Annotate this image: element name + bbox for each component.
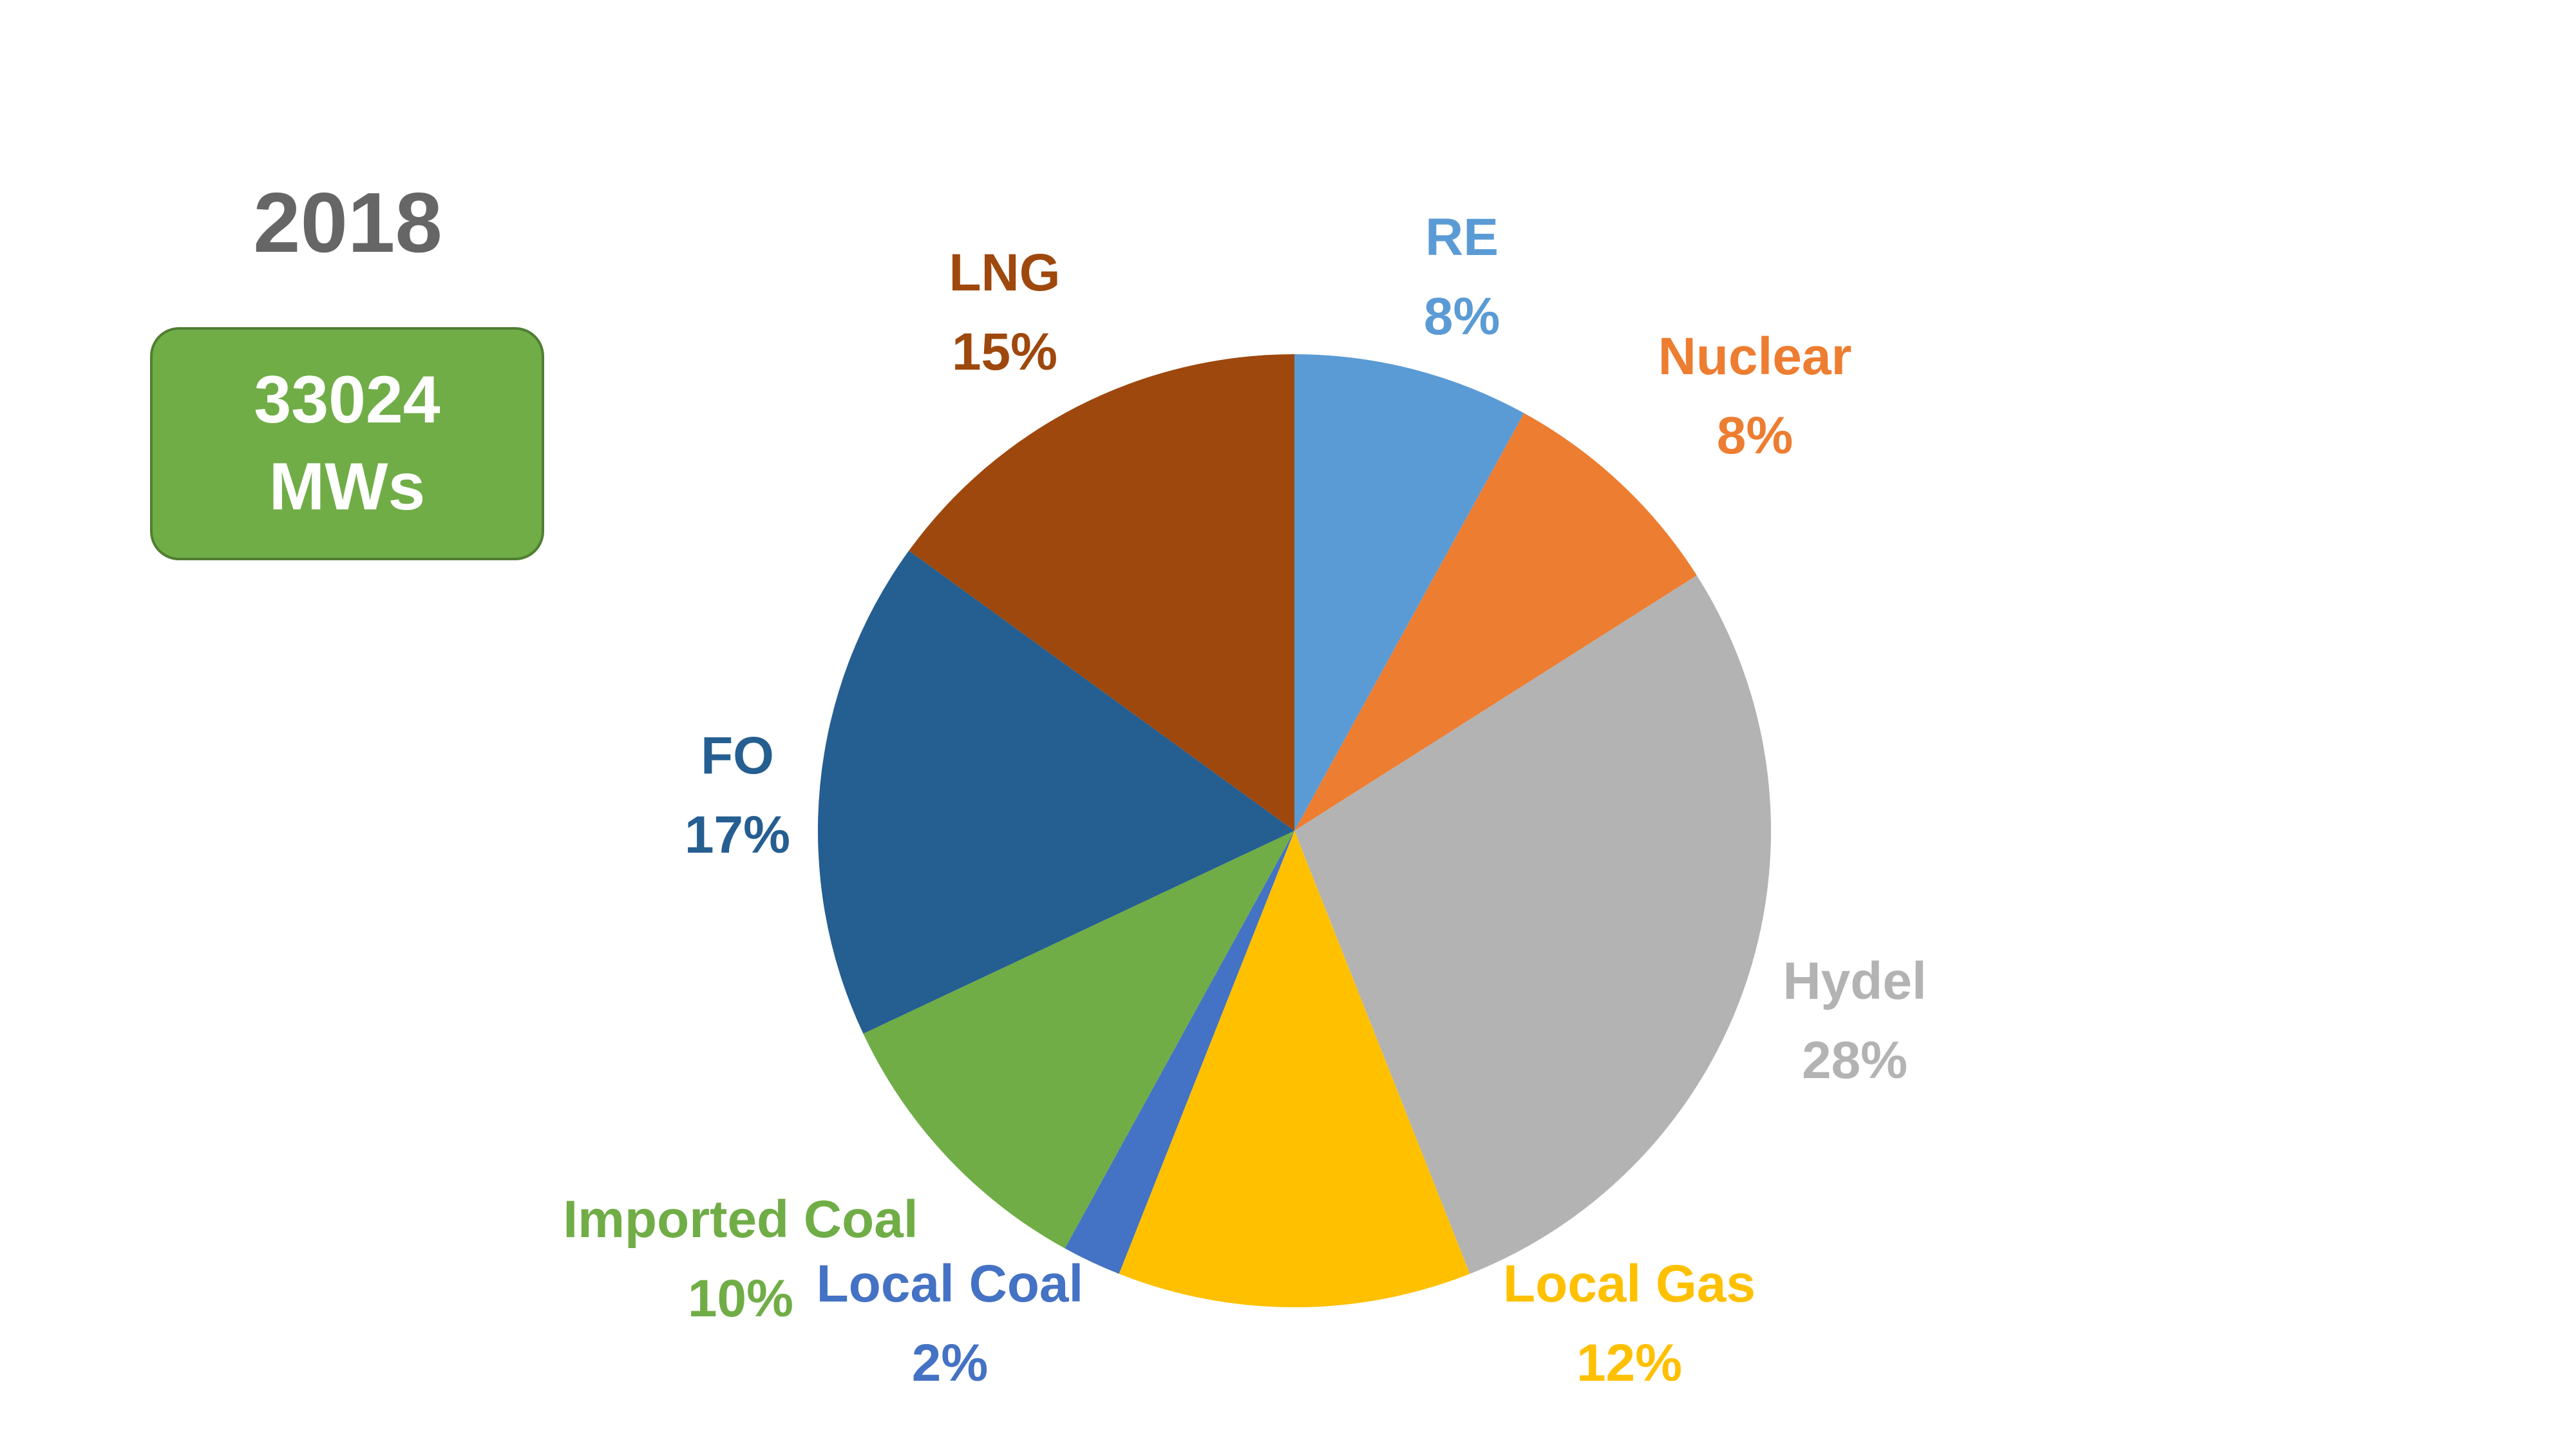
slice-label-fo: FO 17% — [506, 716, 969, 875]
total-capacity-unit: MWs — [269, 450, 426, 524]
slice-label-re: RE 8% — [1230, 198, 1694, 356]
slice-label-name: LNG — [949, 243, 1061, 302]
slice-label-local-gas: Local Gas 12% — [1397, 1244, 1861, 1403]
pie-slice-local-coal — [1065, 831, 1294, 1274]
slice-label-nuclear: Nuclear 8% — [1523, 317, 1987, 475]
slice-label-name: Local Gas — [1503, 1255, 1756, 1313]
slice-label-name: FO — [701, 726, 774, 785]
chart-year-title: 2018 — [253, 175, 442, 270]
slice-label-percent: 12% — [1576, 1334, 1683, 1392]
slice-label-percent: 8% — [1716, 406, 1794, 465]
slice-label-name: Local Coal — [816, 1255, 1084, 1313]
pie-slice-re — [1294, 354, 1524, 831]
slice-label-percent: 28% — [1801, 1031, 1908, 1090]
slice-label-name: Hydel — [1783, 952, 1927, 1010]
pie-slice-fo — [818, 551, 1294, 1034]
slice-label-percent: 10% — [687, 1269, 794, 1328]
slice-label-hydel: Hydel 28% — [1623, 942, 2087, 1100]
slice-label-imported-coal: Imported Coal 10% — [509, 1180, 972, 1338]
pie-slice-lng — [909, 354, 1294, 831]
total-capacity-value: 33024 — [254, 362, 440, 437]
slice-label-name: RE — [1425, 208, 1499, 267]
slice-label-local-coal: Local Coal 2% — [718, 1244, 1182, 1403]
pie-slices — [818, 354, 1771, 1307]
slice-label-percent: 2% — [911, 1334, 989, 1392]
slice-label-name: Imported Coal — [563, 1190, 918, 1249]
pie-slice-hydel — [1294, 575, 1771, 1274]
slice-label-percent: 8% — [1423, 287, 1501, 346]
slice-label-lng: LNG 15% — [773, 233, 1236, 392]
pie-slice-local-gas — [1119, 831, 1470, 1307]
pie-slice-nuclear — [1294, 413, 1697, 831]
slice-label-percent: 17% — [684, 806, 791, 864]
slice-label-name: Nuclear — [1658, 327, 1852, 386]
pie-slice-imported-coal — [863, 831, 1294, 1249]
total-capacity-badge: 33024 MWs — [150, 327, 544, 560]
slice-label-percent: 15% — [951, 323, 1058, 381]
